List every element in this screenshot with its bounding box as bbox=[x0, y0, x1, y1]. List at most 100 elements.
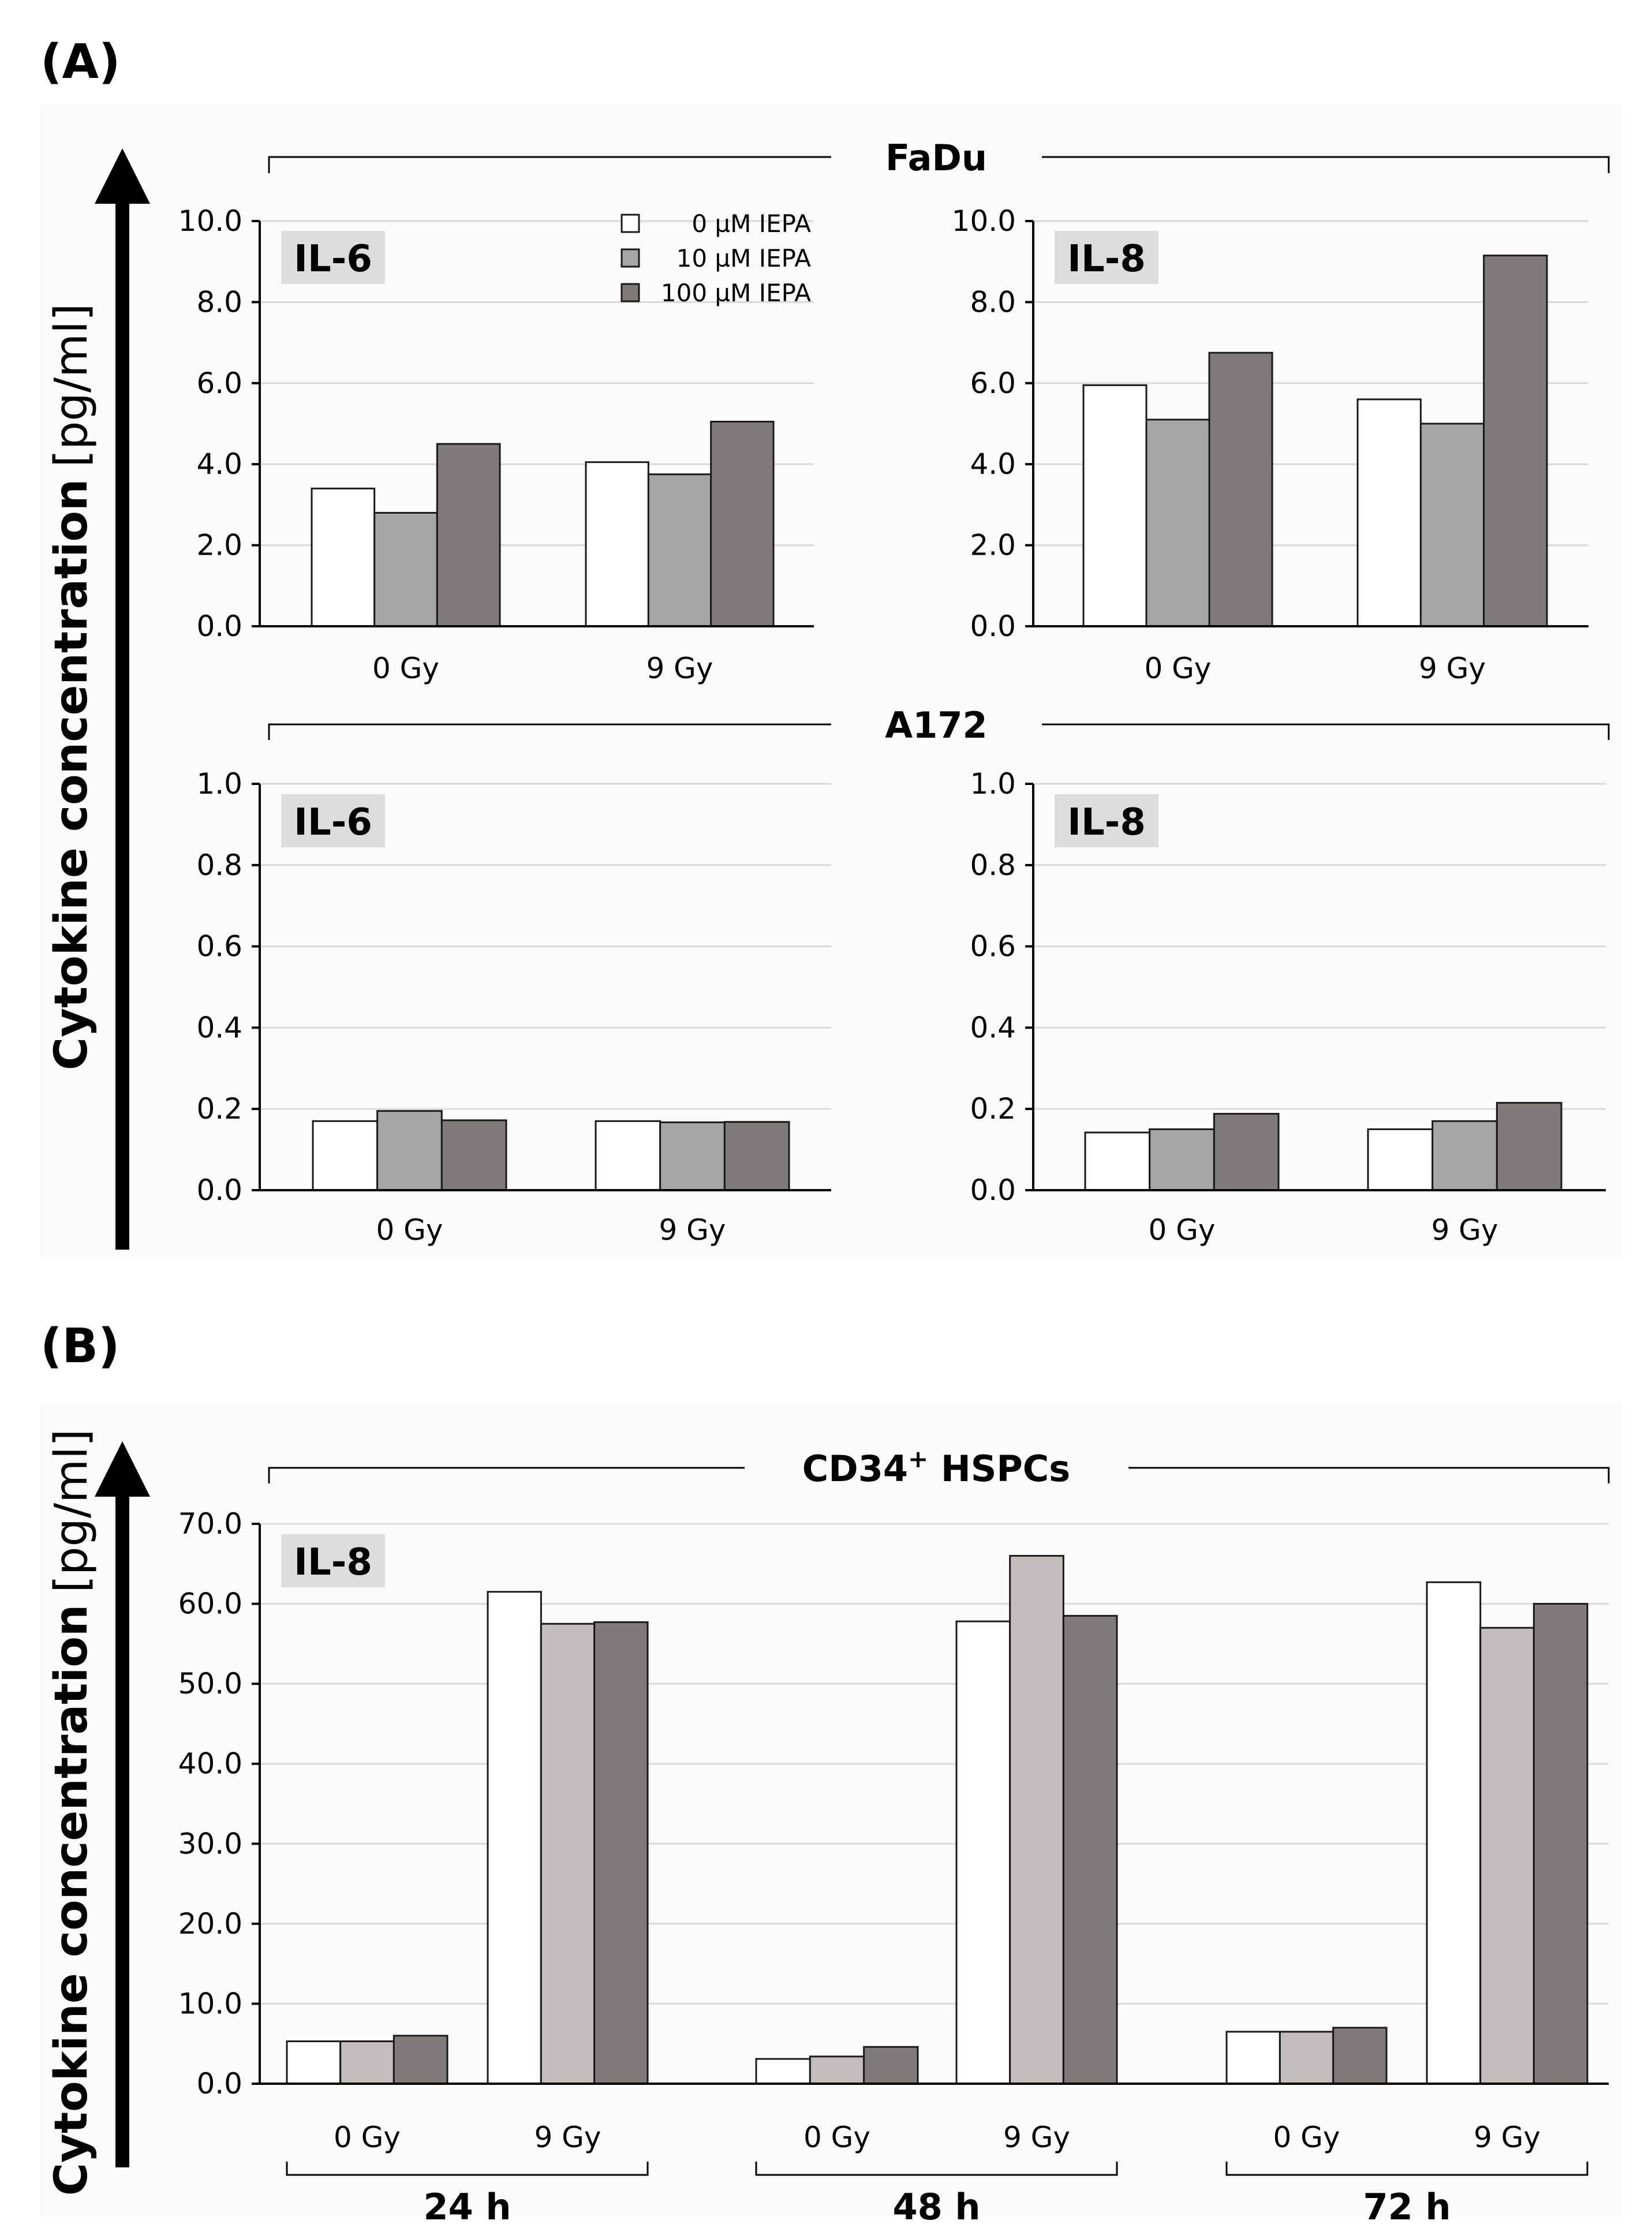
cytokine-tag: IL-6 bbox=[294, 238, 372, 281]
y-tick-label: 6.0 bbox=[196, 367, 242, 400]
time-groups: 24 h 48 h 72 h bbox=[286, 2162, 1589, 2228]
y-tick-label: 0.0 bbox=[970, 610, 1016, 643]
bar-a172-il8-1-0 bbox=[1367, 1128, 1434, 1191]
cytokine-tag: IL-8 bbox=[294, 1541, 372, 1584]
bar-fadu-il8-1-0 bbox=[1356, 398, 1422, 627]
bar-hspc-il8-1-2 bbox=[593, 1621, 649, 2085]
x-category-label: 9 Gy bbox=[534, 2121, 601, 2154]
fadu-bracket-left bbox=[268, 156, 831, 173]
x-category-label: 9 Gy bbox=[1431, 1213, 1498, 1247]
bar-fadu-il8-1-2 bbox=[1483, 255, 1548, 627]
bar-fadu-il8-0-2 bbox=[1208, 352, 1273, 627]
x-category-label: 9 Gy bbox=[659, 1213, 726, 1247]
y-tick-label: 4.0 bbox=[196, 447, 242, 481]
y-tick-label: 10.0 bbox=[178, 204, 242, 238]
chart-fadu-il8: 0.0 2.0 4.0 6.0 8.0 10.0 0 Gy 9 Gy IL-8 bbox=[952, 204, 1589, 685]
bar-fadu-il6-1-0 bbox=[585, 461, 649, 627]
x-category-label: 0 Gy bbox=[1273, 2121, 1340, 2154]
legend: 0 µM IEPA 10 µM IEPA 100 µM IEPA bbox=[621, 210, 812, 307]
y-tick-label: 50.0 bbox=[178, 1667, 242, 1700]
y-tick-label: 0.4 bbox=[196, 1011, 242, 1044]
time-label: 48 h bbox=[892, 2186, 980, 2228]
time-label: 24 h bbox=[423, 2186, 511, 2228]
bar-fadu-il6-0-1 bbox=[373, 511, 438, 627]
x-category-label: 9 Gy bbox=[646, 652, 713, 685]
y-tick-label: 6.0 bbox=[970, 367, 1016, 400]
bar-a172-il6-1-0 bbox=[595, 1120, 661, 1191]
x-category-label: 9 Gy bbox=[1419, 652, 1486, 685]
y-tick-label: 2.0 bbox=[970, 529, 1016, 562]
bar-a172-il8-1-1 bbox=[1432, 1120, 1498, 1191]
bar-fadu-il6-1-1 bbox=[647, 473, 712, 627]
time-bracket bbox=[755, 2162, 1118, 2176]
chart-hspc-il8: 0.0 10.0 20.0 30.0 40.0 50.0 60.0 70.0 0 Gy 9 Gy 0… bbox=[178, 1507, 1609, 2154]
time-label: 72 h bbox=[1363, 2186, 1451, 2228]
time-bracket bbox=[286, 2162, 649, 2176]
bar-hspc-il8-4-1 bbox=[1279, 2031, 1335, 2085]
cytokine-tag: IL-6 bbox=[294, 801, 372, 844]
bar-fadu-il8-0-1 bbox=[1145, 418, 1210, 627]
cytokine-tag-box bbox=[1055, 231, 1158, 284]
x-category-label: 0 Gy bbox=[376, 1213, 443, 1247]
cytokine-tag-box bbox=[281, 231, 385, 284]
y-axis-title-b-unit: [pg/ml] bbox=[46, 1429, 98, 1593]
bar-hspc-il8-4-2 bbox=[1332, 2027, 1388, 2085]
a172-header: A172 bbox=[885, 704, 987, 746]
bar-fadu-il6-0-2 bbox=[436, 443, 501, 627]
cytokine-tag-box bbox=[281, 794, 385, 847]
bar-a172-il8-0-2 bbox=[1213, 1113, 1280, 1191]
bar-hspc-il8-2-1 bbox=[809, 2055, 865, 2085]
chart-a172-il6: 0.0 0.2 0.4 0.6 0.8 1.0 0 Gy 9 Gy IL-6 bbox=[196, 767, 831, 1247]
x-category-label: 9 Gy bbox=[1474, 2121, 1541, 2154]
y-tick-label: 0.8 bbox=[196, 848, 242, 882]
y-tick-label: 2.0 bbox=[196, 529, 242, 562]
x-category-label: 9 Gy bbox=[1003, 2121, 1070, 2154]
bar-hspc-il8-3-1 bbox=[1009, 1554, 1064, 2085]
y-tick-label: 0.0 bbox=[970, 1173, 1016, 1207]
fadu-header: FaDu bbox=[885, 137, 987, 179]
bar-a172-il6-1-2 bbox=[723, 1121, 790, 1191]
y-axis-title-b: Cytokine concentration [pg/ml] bbox=[46, 1429, 98, 2196]
bar-hspc-il8-2-2 bbox=[863, 2046, 919, 2085]
y-axis-title-a-unit: [pg/ml] bbox=[46, 304, 98, 468]
y-axis-title-a: Cytokine concentration [pg/ml] bbox=[46, 304, 98, 1071]
legend-label: 10 µM IEPA bbox=[677, 244, 812, 272]
legend-swatch bbox=[621, 283, 640, 302]
bar-hspc-il8-4-0 bbox=[1225, 2031, 1281, 2085]
bar-hspc-il8-1-1 bbox=[540, 1623, 596, 2085]
bar-hspc-il8-0-1 bbox=[339, 2040, 395, 2085]
y-tick-label: 1.0 bbox=[196, 767, 242, 801]
y-tick-label: 4.0 bbox=[970, 447, 1016, 481]
hspc-header-sup: + bbox=[908, 1445, 928, 1473]
y-tick-label: 8.0 bbox=[970, 285, 1016, 319]
bar-a172-il8-0-0 bbox=[1084, 1131, 1151, 1191]
chart-fadu-il6: 0.0 2.0 4.0 6.0 8.0 10.0 0 Gy 9 Gy IL-6 bbox=[178, 204, 814, 685]
bar-hspc-il8-3-2 bbox=[1062, 1614, 1118, 2085]
x-category-label: 0 Gy bbox=[334, 2121, 401, 2154]
fadu-bracket-right bbox=[1042, 156, 1610, 173]
cytokine-tag: IL-8 bbox=[1067, 238, 1146, 281]
bar-a172-il8-0-1 bbox=[1149, 1128, 1215, 1191]
bar-hspc-il8-5-1 bbox=[1479, 1627, 1535, 2085]
a172-bracket-left bbox=[268, 723, 831, 740]
legend-label: 0 µM IEPA bbox=[692, 210, 811, 238]
bar-fadu-il8-0-0 bbox=[1082, 384, 1148, 627]
bar-hspc-il8-5-2 bbox=[1533, 1603, 1589, 2085]
y-axis-title-a-main: Cytokine concentration bbox=[46, 479, 98, 1071]
a172-bracket-right bbox=[1042, 723, 1610, 740]
x-category-label: 0 Gy bbox=[1148, 1213, 1215, 1247]
bar-fadu-il6-1-2 bbox=[710, 420, 775, 627]
y-tick-label: 0.0 bbox=[196, 2067, 242, 2100]
panel-label-b: (B) bbox=[40, 1319, 119, 1374]
hspc-header-rest: HSPCs bbox=[928, 1448, 1070, 1490]
x-category-label: 0 Gy bbox=[1144, 652, 1211, 685]
bar-hspc-il8-1-0 bbox=[487, 1591, 542, 2085]
panel-a-background bbox=[40, 104, 1622, 1258]
bar-a172-il6-0-1 bbox=[376, 1110, 443, 1191]
time-bracket bbox=[1225, 2162, 1589, 2176]
y-tick-label: 10.0 bbox=[178, 1987, 242, 2020]
bar-hspc-il8-3-0 bbox=[955, 1620, 1011, 2085]
bar-a172-il6-0-0 bbox=[312, 1120, 379, 1191]
cytokine-tag: IL-8 bbox=[1067, 801, 1146, 844]
hspc-bracket-right bbox=[1128, 1467, 1610, 1483]
